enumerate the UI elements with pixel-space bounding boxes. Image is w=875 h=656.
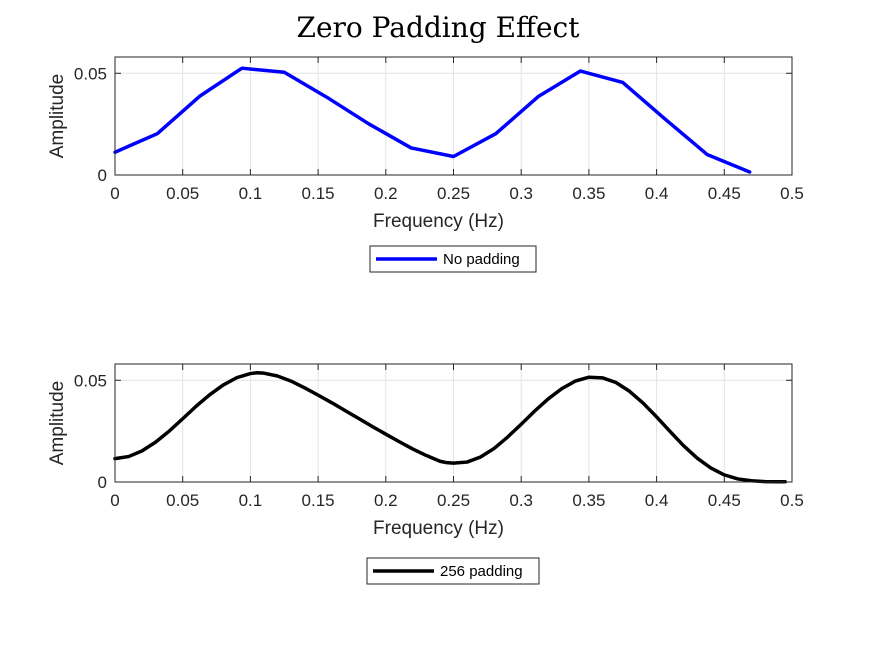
y-axis-label: Amplitude (47, 74, 68, 159)
x-tick-label: 0.5 (780, 184, 804, 203)
x-tick-label: 0.4 (645, 491, 669, 510)
x-tick-label: 0.35 (572, 491, 605, 510)
x-tick-label: 0.25 (437, 184, 470, 203)
x-tick-label: 0.4 (645, 184, 669, 203)
x-axis-label: Frequency (Hz) (373, 518, 504, 539)
x-tick-label: 0.1 (239, 491, 263, 510)
x-tick-label: 0.1 (239, 184, 263, 203)
subplot-1: 0 0.05 0.1 0.15 0.2 0.25 0.3 0.35 0.4 0.45 0.5 0 0.0… (47, 56, 804, 273)
x-tick-label: 0.05 (166, 184, 199, 203)
legend: 256 padding (366, 557, 540, 585)
x-tick-label: 0.45 (708, 491, 741, 510)
x-tick-label: 0.25 (437, 491, 470, 510)
series-line-1 (113, 371, 787, 484)
x-tick-label: 0 (110, 491, 119, 510)
x-tick-label: 0.3 (509, 491, 533, 510)
x-tick-label: 0.5 (780, 491, 804, 510)
x-tick-label: 0.2 (374, 184, 398, 203)
x-tick-label: 0.15 (302, 184, 335, 203)
series-line-1 (113, 66, 752, 174)
y-tick-label: 0 (98, 473, 107, 492)
legend: No padding (369, 245, 537, 273)
subplot-2: 0 0.05 0.1 0.15 0.2 0.25 0.3 0.35 0.4 0.45 0.5 0 0.0… (47, 363, 804, 585)
legend-label: 256 padding (440, 563, 523, 580)
legend-label: No padding (443, 251, 520, 268)
x-tick-label: 0.45 (708, 184, 741, 203)
x-tick-label: 0.15 (302, 491, 335, 510)
x-axis-label: Frequency (Hz) (373, 211, 504, 232)
y-axis-label: Amplitude (47, 381, 68, 466)
y-tick-label: 0.05 (74, 64, 107, 83)
x-tick-label: 0.2 (374, 491, 398, 510)
y-tick-label: 0.05 (74, 371, 107, 390)
x-tick-label: 0.3 (509, 184, 533, 203)
x-tick-label: 0.35 (572, 184, 605, 203)
figure-title: Zero Padding Effect (297, 11, 581, 44)
x-tick-label: 0 (110, 184, 119, 203)
y-tick-label: 0 (98, 166, 107, 185)
x-tick-label: 0.05 (166, 491, 199, 510)
